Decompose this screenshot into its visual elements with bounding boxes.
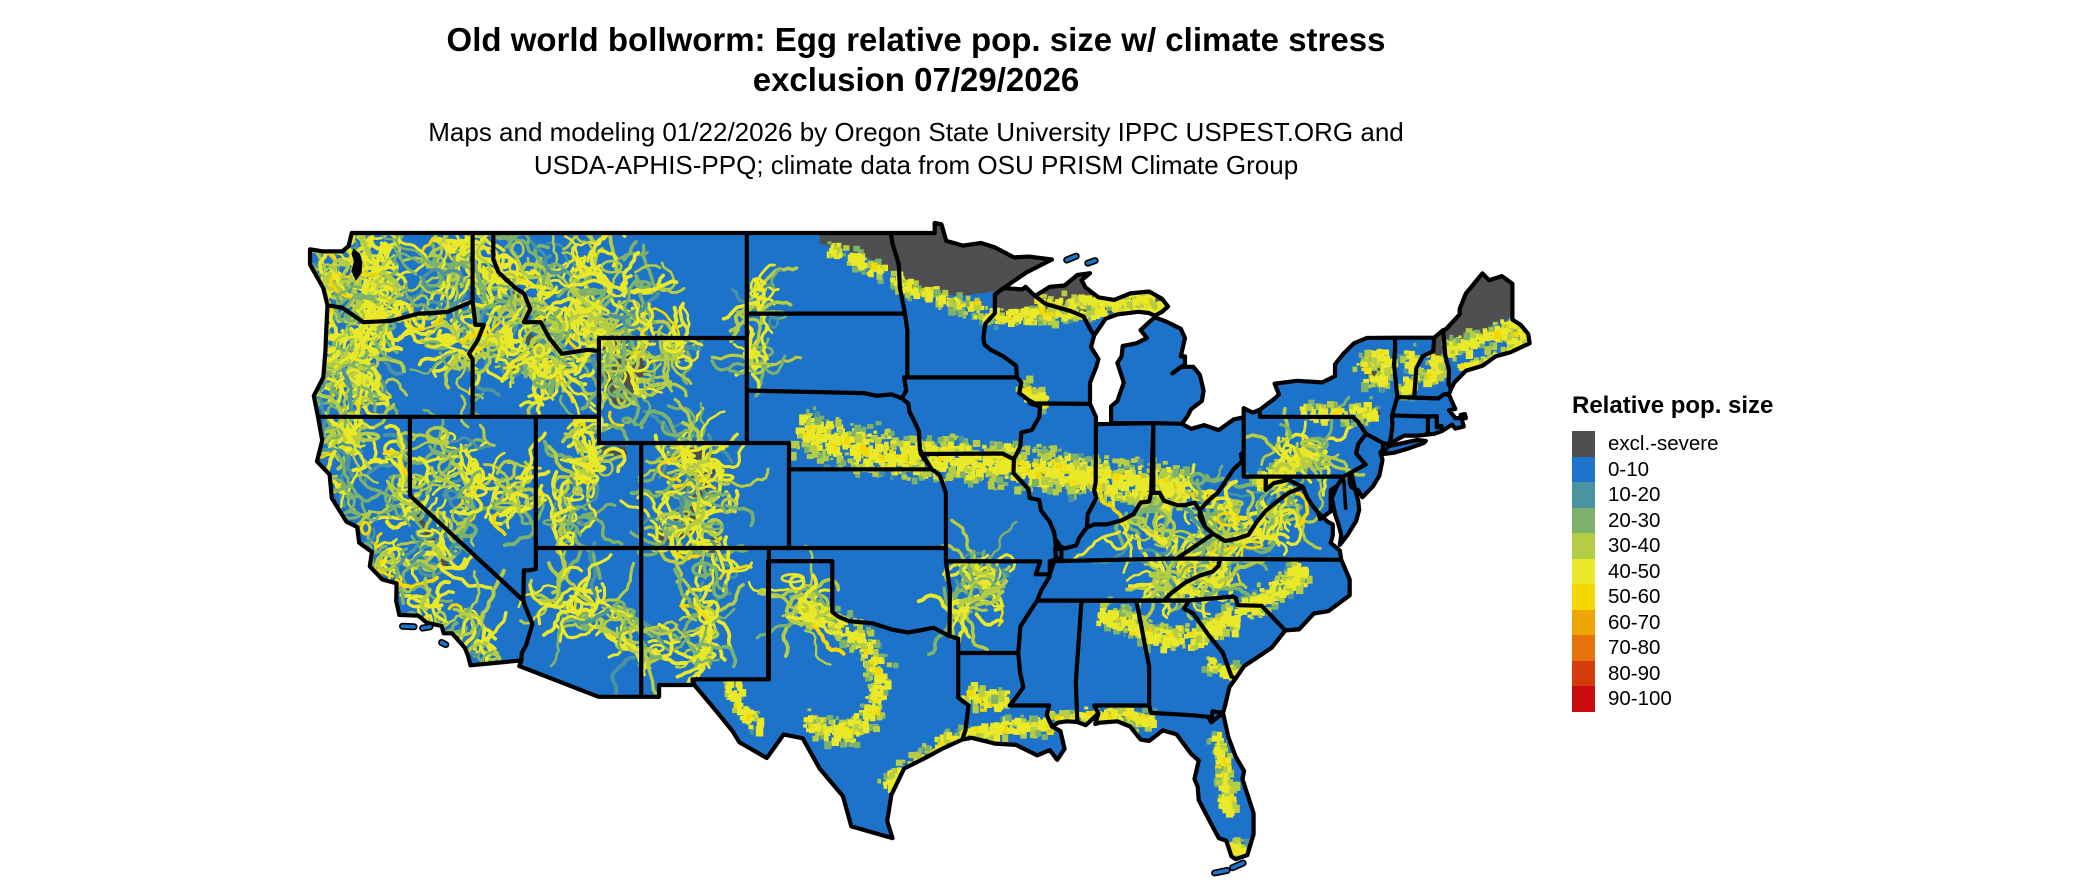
legend-swatch [1572, 533, 1595, 559]
legend-item: 50-60 [1572, 584, 1773, 610]
legend-item: 60-70 [1572, 609, 1773, 635]
legend-item-label: 70-80 [1608, 636, 1661, 659]
legend-swatch [1572, 456, 1595, 482]
legend-item-label: 50-60 [1608, 585, 1661, 608]
florida-keys [1212, 868, 1229, 875]
state-fills [310, 223, 1530, 860]
legend-swatch [1572, 431, 1595, 457]
legend-swatch [1572, 686, 1595, 712]
delaware-border [1341, 476, 1348, 510]
legend-item-label: 0-10 [1608, 457, 1650, 481]
isle-royale [1064, 254, 1078, 262]
legend-item: excl.-severe [1572, 431, 1773, 457]
legend-item-label: 60-70 [1608, 610, 1661, 634]
legend-item-label: 20-30 [1608, 508, 1661, 532]
legend-swatch [1572, 584, 1595, 610]
subtitle-line-1: Maps and modeling 01/22/2026 by Oregon S… [428, 117, 1404, 147]
legend-item-label: 40-50 [1608, 559, 1661, 583]
florida-keys [1230, 861, 1245, 870]
channel-islands [439, 640, 448, 647]
channel-islands [420, 625, 432, 630]
title-line-1: Old world bollworm: Egg relative pop. si… [446, 21, 1386, 58]
legend-item-label: 90-100 [1608, 687, 1672, 710]
legend: Relative pop. size excl.-severe 0-10 10-20… [1572, 392, 1773, 712]
legend-item: 90-100 [1572, 686, 1773, 712]
legend-item-label: 80-90 [1608, 661, 1661, 685]
legend-swatch [1572, 609, 1595, 635]
legend-swatch [1572, 507, 1595, 533]
legend-item: 30-40 [1572, 533, 1773, 559]
legend-item-label: 10-20 [1608, 483, 1661, 506]
titles-block: Old world bollworm: Egg relative pop. si… [266, 20, 1566, 182]
legend-item: 10-20 [1572, 482, 1773, 508]
legend-item-label: 30-40 [1608, 534, 1661, 557]
channel-islands [400, 624, 416, 629]
title-line-2: exclusion 07/29/2026 [752, 61, 1080, 98]
legend-swatch [1572, 558, 1595, 584]
page-subtitle: Maps and modeling 01/22/2026 by Oregon S… [266, 116, 1566, 182]
page-title: Old world bollworm: Egg relative pop. si… [266, 20, 1566, 100]
legend-item-label: excl.-severe [1608, 432, 1719, 455]
legend-item: 80-90 [1572, 660, 1773, 686]
puget-sound [351, 248, 363, 281]
superior-island [1086, 258, 1097, 265]
legend-item: 40-50 [1572, 558, 1773, 584]
legend-items: excl.-severe 0-10 10-20 20-30 30-40 40-50 50-6… [1572, 431, 1773, 712]
legend-swatch [1572, 635, 1595, 661]
legend-title: Relative pop. size [1572, 392, 1774, 419]
legend-swatch [1572, 660, 1595, 686]
subtitle-line-2: USDA-APHIS-PPQ; climate data from OSU PR… [533, 150, 1299, 180]
state-borders [307, 220, 1532, 862]
legend-item: 20-30 [1572, 507, 1773, 533]
legend-swatch [1572, 482, 1595, 508]
legend-item: 0-10 [1572, 456, 1773, 482]
legend-item: 70-80 [1572, 635, 1773, 661]
